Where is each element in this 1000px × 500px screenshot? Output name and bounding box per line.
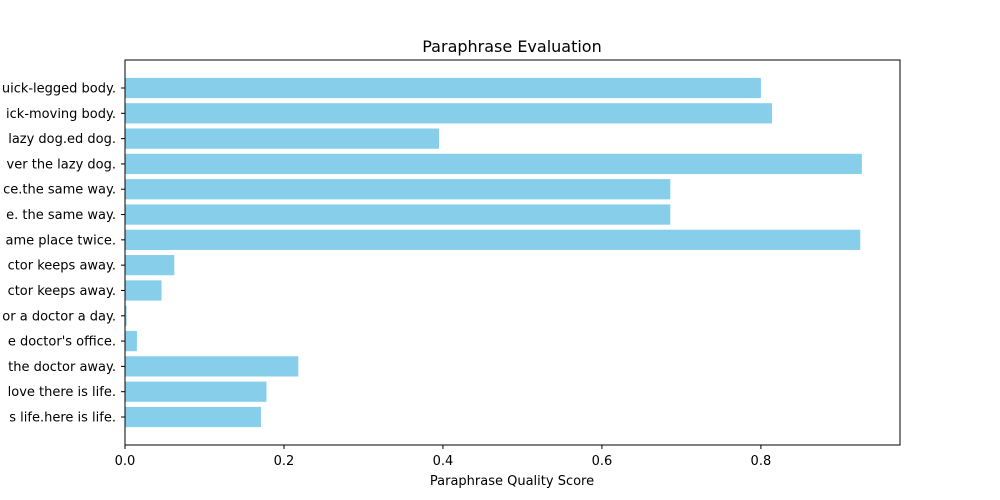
bar xyxy=(125,406,261,428)
bar xyxy=(125,330,137,352)
bar xyxy=(125,305,127,326)
x-tick-label: 0.6 xyxy=(592,454,613,469)
chart-title: Paraphrase Evaluation xyxy=(422,37,601,56)
x-tick-label: 0.4 xyxy=(433,454,454,469)
y-tick-label: or a doctor a day. xyxy=(2,309,116,324)
bar xyxy=(125,77,761,99)
x-ticks: 0.0 0.2 0.4 0.6 0.8 xyxy=(115,445,772,469)
bar xyxy=(125,255,175,276)
bar xyxy=(125,229,861,250)
bar xyxy=(125,128,439,149)
y-tick-label: lazy dog.ed dog. xyxy=(8,132,116,147)
bar xyxy=(125,103,773,124)
y-tick-label: e doctor's office. xyxy=(8,335,116,350)
y-tick-label: uick-legged body. xyxy=(2,82,116,97)
y-tick-label: ctor keeps away. xyxy=(8,284,116,299)
bar xyxy=(125,204,671,225)
y-tick-label: love there is life. xyxy=(8,385,116,400)
bar xyxy=(125,179,671,200)
y-tick-label: ame place twice. xyxy=(6,233,117,248)
bar xyxy=(125,280,162,301)
y-tick-label: s life.here is life. xyxy=(9,411,116,426)
x-tick-label: 0.0 xyxy=(115,454,136,469)
x-tick-label: 0.8 xyxy=(751,454,772,469)
plot-frame xyxy=(124,59,901,446)
x-tick-label: 0.2 xyxy=(274,454,295,469)
y-tick-label: ce.the same way. xyxy=(3,183,116,198)
y-tick-label: e. the same way. xyxy=(6,208,116,223)
y-tick-label: the doctor away. xyxy=(8,360,116,375)
bar xyxy=(125,381,267,402)
y-tick-label: ver the lazy dog. xyxy=(7,157,116,172)
bar xyxy=(125,356,299,377)
bar xyxy=(125,153,862,175)
y-tick-label: ick-moving body. xyxy=(6,107,116,122)
x-axis-label: Paraphrase Quality Score xyxy=(430,474,594,489)
bars-group xyxy=(125,77,862,428)
y-tick-label: ctor keeps away. xyxy=(8,259,116,274)
y-tick-labels: uick-legged body. ick-moving body. lazy do… xyxy=(2,82,125,426)
